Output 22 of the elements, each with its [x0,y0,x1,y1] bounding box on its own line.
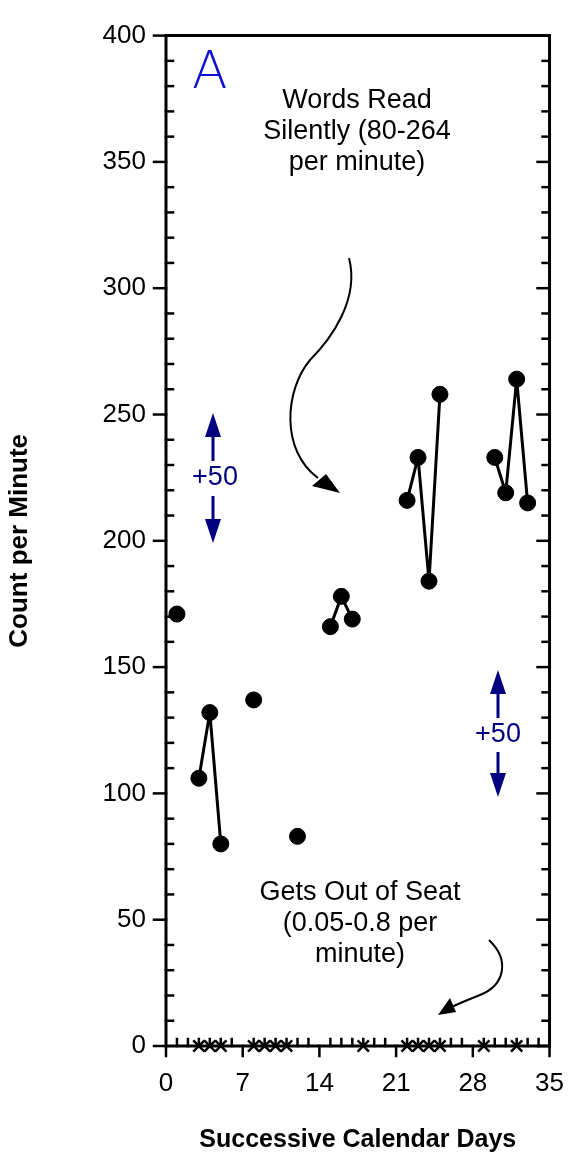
annotation: Gets Out of Seat (0.05-0.8 per minute) [258,876,462,969]
y-tick-label: 0 [131,1029,146,1060]
x-tick-label: 28 [458,1066,488,1097]
x-tick-label: 21 [381,1066,411,1097]
x-tick-label: 14 [304,1066,334,1097]
y-tick-label: 200 [102,523,146,554]
y-tick-label: 300 [102,271,146,302]
y-axis-title: Count per Minute [2,433,33,648]
annotation: +50 [183,461,247,492]
annotation: A [192,40,228,100]
y-tick-label: 100 [102,776,146,807]
y-tick-label: 250 [102,397,146,428]
x-tick-label: 7 [235,1066,250,1097]
annotation: +50 [466,718,530,749]
annotation: Words Read Silently (80-264 per minute) [262,84,452,177]
x-tick-label: 0 [158,1066,174,1097]
y-tick-label: 50 [117,902,146,933]
x-tick-label: 35 [535,1066,564,1097]
y-tick-label: 400 [102,18,146,49]
x-axis-title: Successive Calendar Days [199,1123,517,1152]
y-tick-label: 150 [102,650,146,681]
y-tick-label: 350 [102,145,146,176]
